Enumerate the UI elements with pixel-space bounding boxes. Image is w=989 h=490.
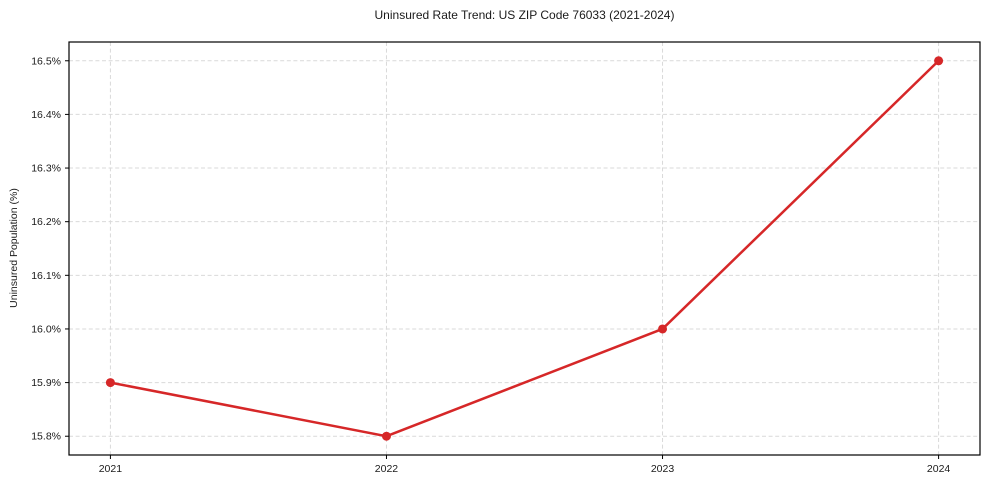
chart-title: Uninsured Rate Trend: US ZIP Code 76033 …: [374, 8, 675, 22]
y-tick-label: 16.0%: [31, 323, 61, 335]
y-tick-label: 15.8%: [31, 431, 61, 443]
x-tick-label: 2022: [375, 463, 399, 475]
y-tick-label: 16.4%: [31, 109, 61, 121]
plot-spine: [68, 41, 981, 456]
y-tick-label: 16.3%: [31, 163, 61, 175]
x-tick-label: 2024: [927, 463, 951, 475]
x-tick-label: 2021: [99, 463, 123, 475]
x-tick-label: 2023: [651, 463, 675, 475]
trend-line: [109, 59, 940, 438]
data-point-marker: [381, 431, 391, 441]
y-tick-label: 16.5%: [31, 55, 61, 67]
y-tick-label: 15.9%: [31, 377, 61, 389]
y-tick-label: 16.1%: [31, 270, 61, 282]
data-point-marker: [105, 378, 115, 388]
data-point-marker: [658, 324, 668, 334]
y-tick-label: 16.2%: [31, 216, 61, 228]
data-point-marker: [934, 56, 944, 66]
